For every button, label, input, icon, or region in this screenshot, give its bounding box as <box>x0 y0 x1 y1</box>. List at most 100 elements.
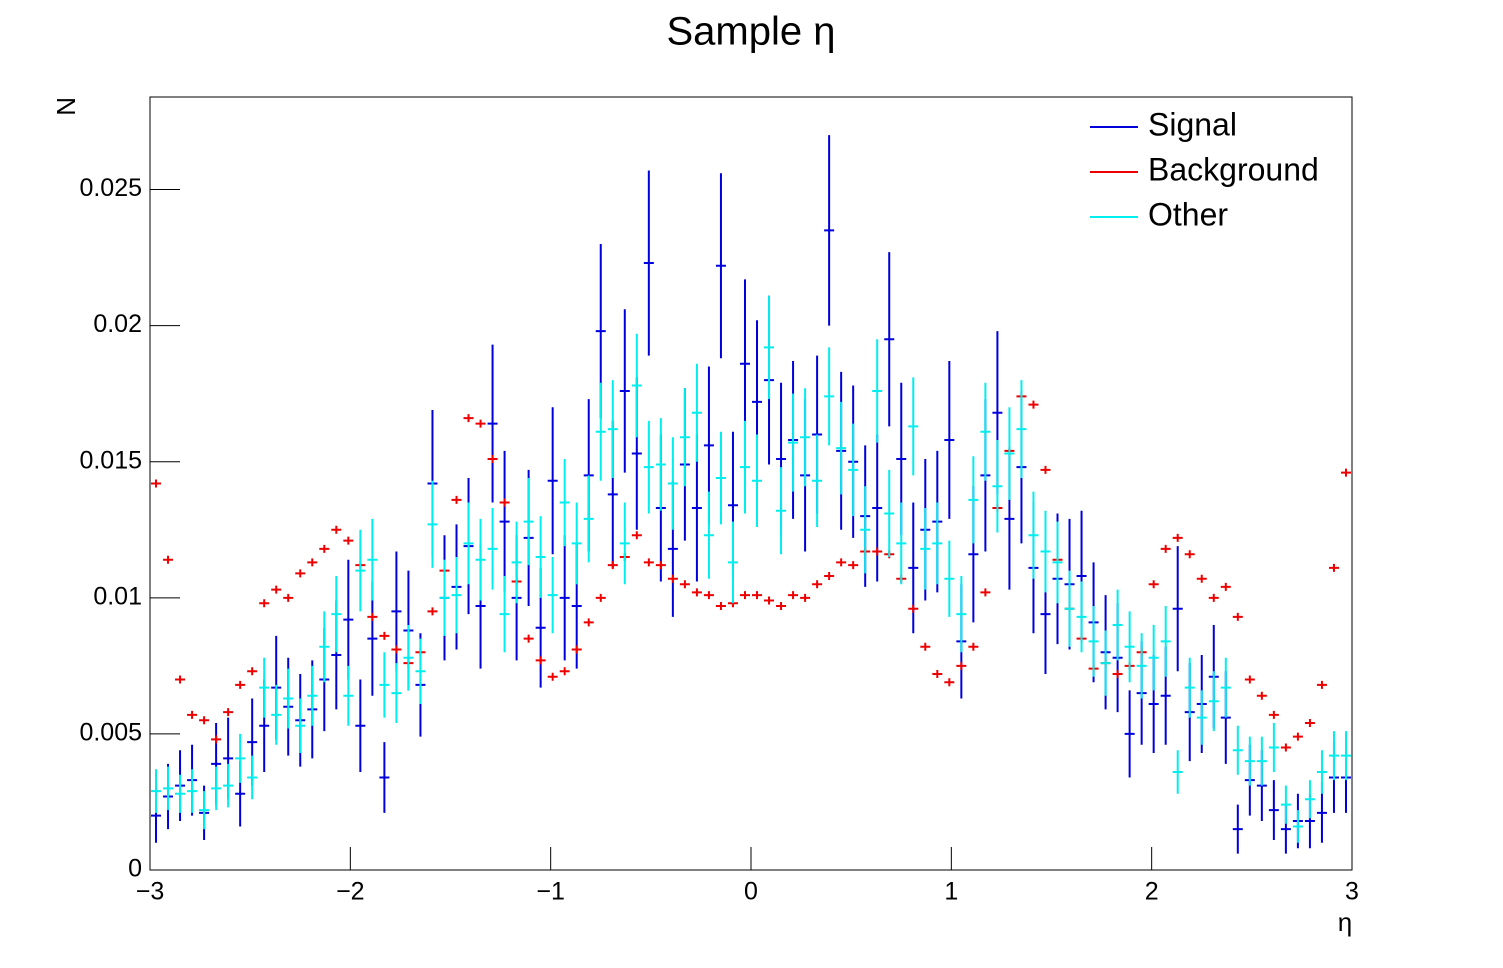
data-point <box>667 574 678 583</box>
data-point <box>319 544 330 553</box>
data-point <box>163 766 174 811</box>
data-point <box>968 456 979 544</box>
data-point <box>463 502 474 585</box>
data-point <box>571 502 582 585</box>
legend-label: Signal <box>1148 106 1237 142</box>
data-point <box>896 502 907 585</box>
data-point <box>331 576 342 653</box>
data-point <box>1232 725 1243 775</box>
y-tick-label: 0 <box>128 855 142 883</box>
data-point <box>619 502 630 585</box>
data-point <box>788 393 799 492</box>
data-point <box>391 645 402 654</box>
data-point <box>331 525 342 534</box>
data-point <box>367 518 378 601</box>
data-point <box>259 599 270 608</box>
data-point <box>908 377 919 476</box>
data-point <box>739 279 750 449</box>
data-point <box>1148 580 1159 589</box>
data-point <box>752 591 763 600</box>
data-point <box>679 580 690 589</box>
data-point <box>776 601 787 610</box>
data-point <box>403 625 414 691</box>
data-point <box>1268 723 1279 773</box>
data-point <box>788 591 799 600</box>
data-point <box>1208 671 1219 732</box>
data-point <box>1004 407 1015 500</box>
data-point <box>872 547 883 556</box>
data-point <box>715 601 726 610</box>
data-point <box>824 135 835 326</box>
x-tick-label: −3 <box>136 878 165 906</box>
data-point <box>595 593 606 602</box>
data-point <box>559 667 570 676</box>
data-point <box>908 502 919 634</box>
data-point <box>187 769 198 813</box>
data-point <box>307 558 318 567</box>
data-point <box>595 382 606 481</box>
legend-label: Background <box>1148 151 1319 187</box>
data-point <box>824 572 835 581</box>
data-point <box>739 420 750 514</box>
data-point <box>211 766 222 811</box>
data-point <box>607 561 618 570</box>
data-point <box>691 588 702 597</box>
data-point <box>776 467 787 555</box>
data-point <box>703 591 714 600</box>
data-point <box>499 576 510 653</box>
data-point <box>944 540 955 617</box>
data-point <box>175 774 186 813</box>
data-point <box>679 388 690 487</box>
data-point <box>1088 605 1099 677</box>
data-point <box>1256 736 1267 786</box>
data-point <box>980 382 991 481</box>
data-point <box>307 665 318 726</box>
data-point <box>187 710 198 719</box>
data-point <box>1112 670 1123 679</box>
data-point <box>860 486 871 574</box>
data-point <box>199 716 210 725</box>
data-point <box>800 593 811 602</box>
data-point <box>151 769 162 813</box>
data-point <box>812 434 823 528</box>
data-point <box>667 437 678 530</box>
data-point <box>247 667 258 676</box>
data-point <box>199 791 210 830</box>
data-point <box>1340 468 1351 477</box>
data-point <box>1028 491 1039 579</box>
data-point <box>920 507 931 590</box>
data-point <box>487 344 498 503</box>
data-point <box>547 556 558 634</box>
data-point <box>463 414 474 423</box>
data-point <box>1292 732 1303 741</box>
data-point <box>1184 550 1195 559</box>
data-point <box>1040 465 1051 474</box>
data-point <box>800 388 811 487</box>
data-point <box>655 561 666 570</box>
data-point <box>1172 533 1183 542</box>
data-point <box>848 561 859 570</box>
data-point <box>956 576 967 653</box>
data-point <box>1280 785 1291 824</box>
y-axis-title: N <box>51 97 81 116</box>
data-point <box>547 672 558 681</box>
data-point <box>703 491 714 579</box>
data-point <box>295 569 306 578</box>
data-point <box>283 593 294 602</box>
data-point <box>643 558 654 567</box>
data-point <box>1184 657 1195 718</box>
data-point <box>499 498 510 507</box>
data-point <box>1028 400 1039 409</box>
data-point <box>619 309 630 473</box>
data-point <box>367 612 378 621</box>
data-point <box>836 558 847 567</box>
data-point <box>1328 563 1339 572</box>
data-point <box>343 536 354 545</box>
data-point <box>1064 570 1075 647</box>
data-point <box>691 363 702 462</box>
data-point <box>235 733 246 783</box>
data-point <box>1316 680 1327 689</box>
data-point <box>1016 380 1027 479</box>
data-point <box>1076 581 1087 653</box>
data-point <box>920 642 931 651</box>
